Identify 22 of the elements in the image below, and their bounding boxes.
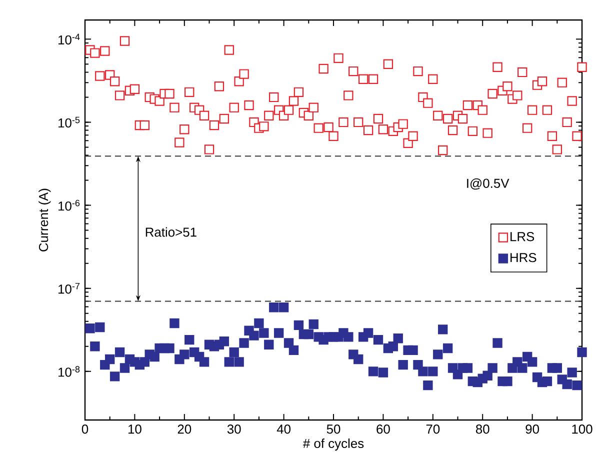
x-tick-label: 30 — [227, 424, 241, 434]
x-tick-label: 100 — [572, 424, 592, 434]
y-tick-label: 10$^{-4}$ — [58, 34, 80, 44]
x-tick-label: 80 — [476, 424, 490, 434]
x-axis-title: # of cycles — [302, 438, 364, 451]
y-tick-label: 10$^{-5}$ — [58, 116, 80, 128]
x-tick-label: 40 — [276, 424, 291, 434]
annotation: Ratio>51 — [146, 227, 196, 237]
legend-label: HRS — [510, 253, 536, 262]
annotation: I@0.5V — [467, 178, 510, 190]
x-tick-label: 10 — [128, 424, 142, 434]
y-tick-label: 10$^{-6}$ — [58, 200, 80, 211]
x-tick-label: 60 — [376, 424, 390, 434]
x-tick-label: 70 — [426, 424, 440, 434]
legend-label: LRS — [510, 232, 534, 242]
y-tick-label: 10$^{-7}$ — [58, 282, 80, 294]
x-tick-label: 90 — [526, 424, 540, 434]
y-axis-title: Current (A) — [38, 188, 51, 252]
x-tick-label: 0 — [82, 424, 88, 434]
y-tick-label: 10$^{-8}$ — [58, 366, 80, 377]
x-tick-label: 50 — [326, 424, 340, 434]
x-tick-label: 20 — [178, 424, 192, 434]
